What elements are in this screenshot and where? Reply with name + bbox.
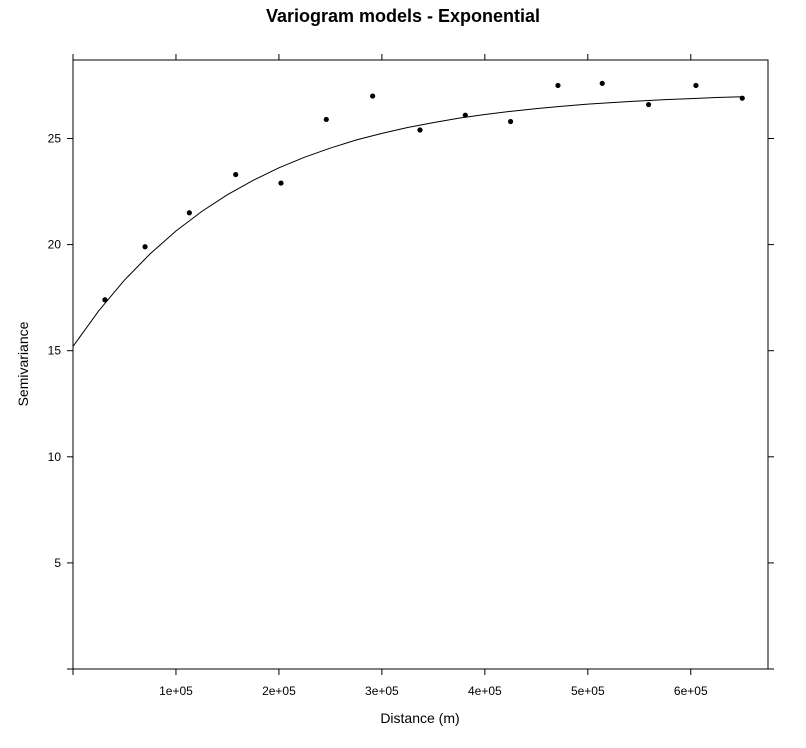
data-point	[102, 297, 108, 303]
sample-points	[102, 80, 745, 303]
data-point	[739, 95, 745, 101]
chart-title: Variogram models - Exponential	[266, 6, 540, 26]
data-point	[645, 101, 652, 108]
data-point	[693, 82, 699, 89]
y-tick-label: 15	[48, 344, 62, 358]
y-tick-label: 20	[48, 238, 62, 252]
data-point	[278, 180, 284, 186]
data-point	[555, 82, 561, 89]
x-tick-label: 4e+05	[468, 684, 502, 698]
y-tick-label: 5	[54, 556, 61, 570]
axis-ticks	[67, 54, 774, 675]
x-tick-label: 6e+05	[674, 684, 708, 698]
data-point	[370, 93, 376, 99]
x-tick-label: 1e+05	[159, 684, 193, 698]
data-point	[462, 112, 468, 118]
data-point	[233, 171, 239, 178]
data-point	[323, 116, 329, 123]
data-point	[417, 127, 423, 133]
x-tick-label: 5e+05	[571, 684, 605, 698]
x-axis-label: Distance (m)	[380, 710, 459, 726]
data-point	[507, 118, 514, 125]
y-tick-label: 10	[48, 450, 62, 464]
axis-tick-labels: 1e+05 2e+05 3e+05 4e+05 5e+05 6e+05 5 10 15 20 25	[48, 132, 708, 698]
plot-frame	[72, 59, 769, 670]
exponential-model-line	[72, 96, 743, 347]
data-point	[142, 244, 148, 250]
y-axis-label: Semivariance	[15, 321, 31, 406]
data-point	[599, 80, 605, 86]
x-tick-label: 2e+05	[262, 684, 296, 698]
data-point	[186, 210, 192, 216]
y-tick-label: 25	[48, 132, 62, 146]
x-tick-label: 3e+05	[365, 684, 399, 698]
